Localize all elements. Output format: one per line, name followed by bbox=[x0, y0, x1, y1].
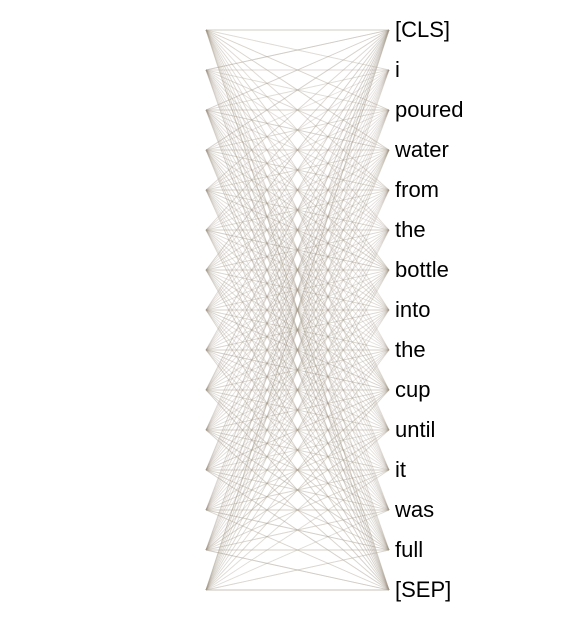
token-right: it bbox=[395, 459, 406, 481]
token-right: water bbox=[395, 139, 449, 161]
token-right: cup bbox=[395, 379, 430, 401]
token-right: full bbox=[395, 539, 423, 561]
token-right: [CLS] bbox=[395, 19, 450, 41]
token-right: i bbox=[395, 59, 400, 81]
token-right: the bbox=[395, 339, 426, 361]
token-right: until bbox=[395, 419, 435, 441]
token-right: poured bbox=[395, 99, 464, 121]
token-right: [SEP] bbox=[395, 579, 451, 601]
token-right: was bbox=[395, 499, 434, 521]
token-right: the bbox=[395, 219, 426, 241]
token-right: into bbox=[395, 299, 430, 321]
token-right: from bbox=[395, 179, 439, 201]
attention-diagram: [CLS] i poured water from the bottle into the cup… bbox=[0, 0, 575, 625]
token-right: bottle bbox=[395, 259, 449, 281]
attention-edges bbox=[0, 0, 575, 625]
